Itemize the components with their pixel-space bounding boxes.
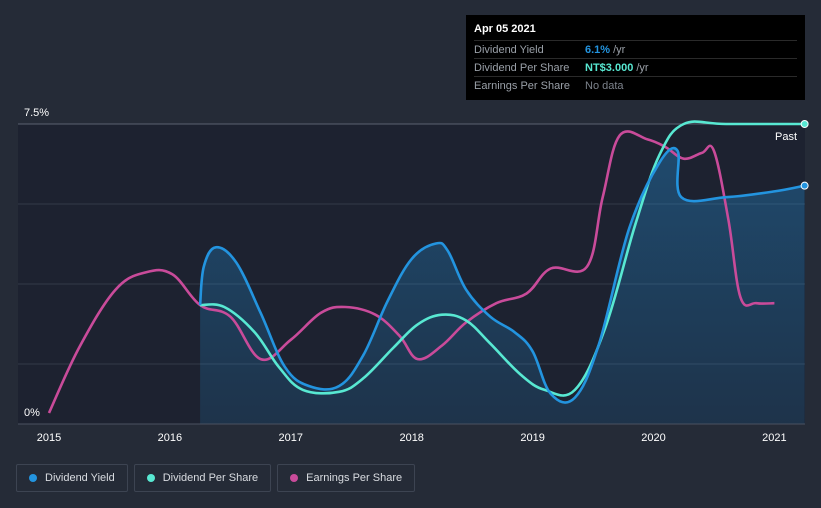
x-tick-label: 2019	[520, 432, 544, 444]
tooltip-label: Earnings Per Share	[474, 79, 570, 92]
dividend-per-share-line[interactable]	[199, 120, 805, 397]
tooltip-row-dividend-yield: Dividend Yield 6.1% /yr	[474, 40, 797, 58]
legend-label: Dividend Yield	[45, 472, 115, 484]
x-tick-label: 2021	[762, 432, 786, 444]
tooltip: Apr 05 2021 Dividend Yield 6.1% /yr Divi…	[466, 15, 805, 100]
tooltip-unit: /yr	[636, 61, 649, 74]
tooltip-date: Apr 05 2021	[474, 23, 536, 35]
tooltip-row-dividend-per-share: Dividend Per Share NT$3.000 /yr	[474, 58, 797, 76]
legend-dot-icon	[29, 474, 37, 482]
y-tick-7.5pct: 7.5%	[24, 107, 49, 119]
tooltip-label: Dividend Yield	[474, 43, 544, 56]
legend-label: Dividend Per Share	[162, 472, 259, 484]
x-tick-label: 2015	[37, 432, 61, 444]
past-label: Past	[775, 131, 797, 143]
legend: Dividend Yield Dividend Per Share Earnin…	[16, 464, 416, 492]
x-tick-label: 2016	[158, 432, 182, 444]
legend-item-dividend-yield[interactable]: Dividend Yield	[16, 464, 128, 492]
x-tick-label: 2020	[641, 432, 665, 444]
dividend-per-share-endpoint	[800, 120, 809, 128]
x-tick-label: 2017	[279, 432, 303, 444]
legend-item-earnings-per-share[interactable]: Earnings Per Share	[277, 464, 416, 492]
tooltip-value: NT$3.000	[585, 61, 634, 74]
y-tick-0pct: 0%	[24, 407, 40, 419]
tooltip-label: Dividend Per Share	[474, 61, 570, 74]
tooltip-value: No data	[585, 79, 624, 92]
dividend-yield-line[interactable]	[198, 146, 805, 404]
tooltip-value: 6.1%	[585, 43, 611, 56]
legend-item-dividend-per-share[interactable]: Dividend Per Share	[133, 464, 272, 492]
tooltip-row-earnings-per-share: Earnings Per Share No data	[474, 76, 797, 94]
x-tick-label: 2018	[399, 432, 423, 444]
legend-label: Earnings Per Share	[306, 472, 403, 484]
dividend-yield-endpoint	[800, 181, 809, 190]
dividend-yield-area	[200, 148, 805, 424]
legend-dot-icon	[290, 474, 299, 482]
tooltip-unit: /yr	[613, 43, 626, 56]
legend-dot-icon	[146, 474, 155, 482]
